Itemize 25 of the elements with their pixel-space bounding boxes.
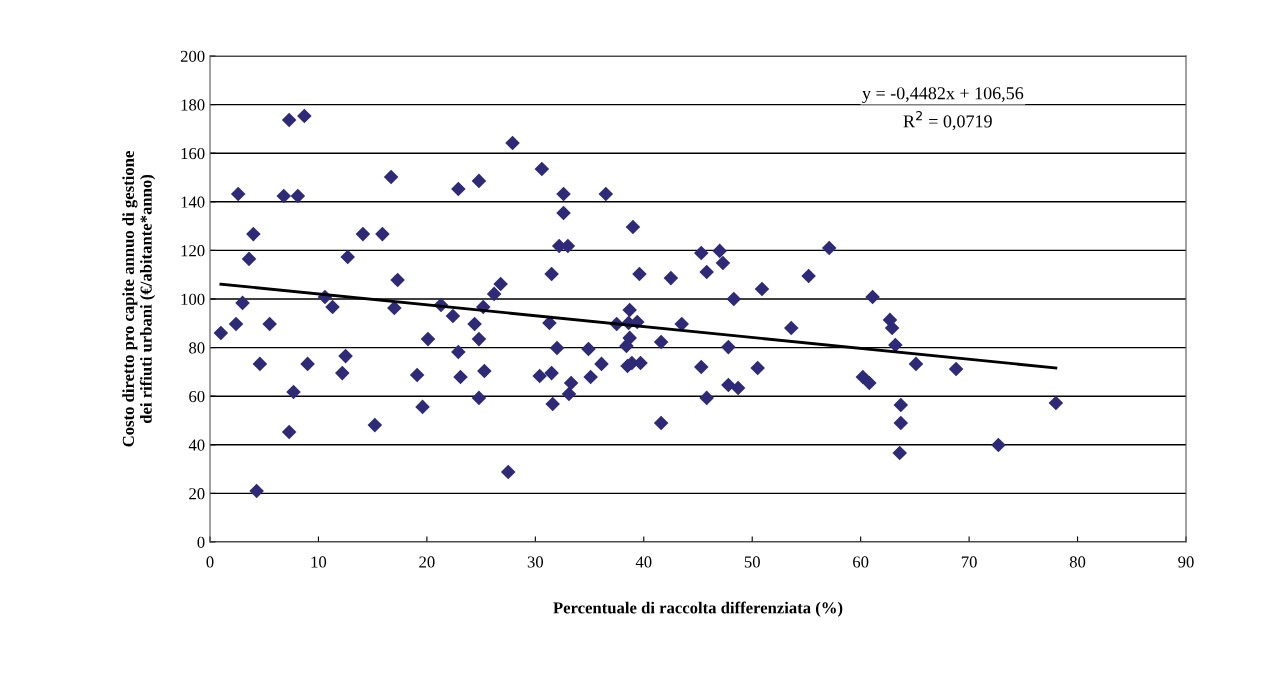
x-tick-label: 60 — [853, 556, 869, 568]
x-tick-label: 90 — [1178, 556, 1194, 568]
x-tick-label: 30 — [527, 556, 544, 568]
x-tick-label: 10 — [311, 556, 327, 568]
y-axis-title: Costo diretto pro capite annuo di gestione dei rifiuti urbani (€/abitante*anno) — [122, 151, 156, 447]
y-tick-label: 60 — [189, 390, 205, 403]
x-tick-label: 50 — [744, 556, 760, 568]
y-tick-label: 180 — [181, 99, 205, 111]
y-tick-label: 120 — [181, 245, 205, 257]
x-tick-label: 70 — [961, 556, 977, 568]
x-tick-label: 0 — [206, 556, 214, 568]
y-tick-label: 100 — [181, 293, 205, 305]
x-axis-title: Percentuale di raccolta differenziata (%) — [553, 601, 843, 617]
y-tick-label: 140 — [181, 196, 205, 208]
y-tick-label: 200 — [180, 50, 205, 62]
y-tick-label: 20 — [189, 488, 205, 500]
y-tick-label: 40 — [188, 439, 205, 451]
annotation: y = -0,4482x + 106,56 — [862, 87, 1024, 104]
x-tick-label: 20 — [419, 556, 435, 568]
x-tick-label: 40 — [635, 556, 652, 568]
y-tick-label: 160 — [181, 147, 205, 160]
y-tick-label: 80 — [189, 342, 205, 354]
x-tick-label: 80 — [1069, 556, 1086, 568]
annotation: R$^{2}$ = 0,0719 — [903, 110, 992, 131]
y-tick-label: 0 — [197, 536, 205, 548]
